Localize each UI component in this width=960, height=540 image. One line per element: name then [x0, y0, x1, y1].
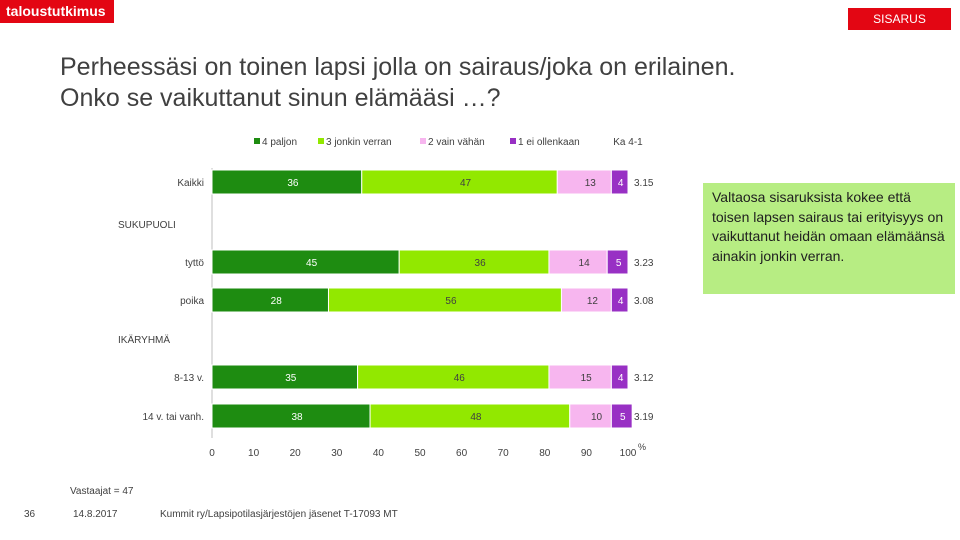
x-tick-label: 80	[539, 448, 551, 459]
legend-label-1: 4 paljon	[262, 137, 297, 148]
legend-swatch-4	[510, 138, 516, 144]
x-tick-label: 20	[290, 448, 302, 459]
data-label: 35	[285, 373, 297, 384]
bar-segment	[610, 287, 629, 313]
data-label: 56	[445, 296, 457, 307]
bar-segment	[548, 364, 612, 390]
bar-segment	[610, 403, 633, 429]
page-number: 36	[24, 509, 36, 520]
title-line-2: Onko se vaikuttanut sinun elämääsi …?	[60, 84, 501, 112]
bar-segment	[569, 403, 612, 429]
data-label: 38	[291, 412, 303, 423]
legend-label-2: 3 jonkin verran	[326, 137, 392, 148]
group-label: SUKUPUOLI	[118, 220, 176, 231]
title-line-1: Perheessäsi on toinen lapsi jolla on sai…	[60, 53, 736, 81]
data-label: 48	[470, 412, 482, 423]
x-tick-label: 90	[581, 448, 593, 459]
data-label: 10	[591, 412, 603, 423]
data-label: 28	[271, 296, 283, 307]
bar-segment	[211, 403, 371, 429]
data-label: 13	[585, 178, 597, 189]
respondents-note: Vastaajat = 47	[70, 486, 134, 497]
data-label: 4	[618, 296, 624, 307]
bar-segment	[361, 169, 558, 195]
bar-segment	[556, 169, 612, 195]
x-tick-label: 30	[331, 448, 343, 459]
category-label: tyttö	[185, 258, 204, 269]
x-tick-label: 40	[373, 448, 385, 459]
legend-label-4: 1 ei ollenkaan	[518, 137, 580, 148]
data-label: 36	[287, 178, 299, 189]
page-title: Perheessäsi on toinen lapsi jolla on sai…	[60, 52, 820, 114]
bar-segment	[610, 364, 629, 390]
mean-value: 3.23	[634, 258, 654, 269]
category-label: poika	[180, 296, 204, 307]
x-tick-label: 10	[248, 448, 260, 459]
bar-segment	[548, 249, 608, 275]
bar-segment	[606, 249, 629, 275]
section-badge: SISARUS	[848, 8, 951, 30]
mean-value: 3.15	[634, 178, 654, 189]
date-text: 14.8.2017	[73, 509, 118, 520]
group-label: IKÄRYHMÄ	[118, 334, 170, 346]
data-label: 45	[306, 258, 318, 269]
bar-segment	[560, 287, 612, 313]
data-label: 12	[587, 296, 599, 307]
category-label: Kaikki	[177, 178, 204, 189]
x-tick-label: 0	[209, 448, 215, 459]
mean-value: 3.19	[634, 412, 654, 423]
x-unit-label: %	[638, 442, 646, 452]
category-label: 14 v. tai vanh.	[142, 412, 204, 423]
data-label: 47	[460, 178, 472, 189]
legend-swatch-1	[254, 138, 260, 144]
mean-value: 3.12	[634, 373, 654, 384]
bar-segment	[610, 169, 629, 195]
mean-value: 3.08	[634, 296, 654, 307]
source-text: Kummit ry/Lapsipotilasjärjestöjen jäsene…	[160, 509, 398, 520]
data-label: 15	[581, 373, 593, 384]
mean-header: Ka 4-1	[613, 137, 643, 148]
bar-segment	[369, 403, 571, 429]
bar-segment	[211, 364, 359, 390]
category-label: 8-13 v.	[174, 373, 204, 384]
brand-logo: taloustutkimus	[0, 0, 114, 23]
x-tick-label: 70	[498, 448, 510, 459]
bar-segment	[357, 364, 550, 390]
bar-segment	[398, 249, 550, 275]
x-tick-label: 100	[620, 448, 637, 459]
bar-segment	[211, 169, 363, 195]
data-label: 14	[579, 258, 591, 269]
bar-segment	[211, 287, 329, 313]
data-label: 36	[475, 258, 487, 269]
x-tick-label: 60	[456, 448, 468, 459]
data-label: 5	[620, 412, 626, 423]
data-label: 4	[618, 178, 624, 189]
bar-segment	[327, 287, 562, 313]
callout-box: Valtaosa sisaruksista kokee että toisen …	[703, 183, 955, 294]
data-label: 4	[618, 373, 624, 384]
legend-swatch-2	[318, 138, 324, 144]
data-label: 46	[454, 373, 466, 384]
legend-label-3: 2 vain vähän	[428, 137, 485, 148]
data-label: 5	[616, 258, 622, 269]
x-tick-label: 50	[414, 448, 426, 459]
legend-swatch-3	[420, 138, 426, 144]
